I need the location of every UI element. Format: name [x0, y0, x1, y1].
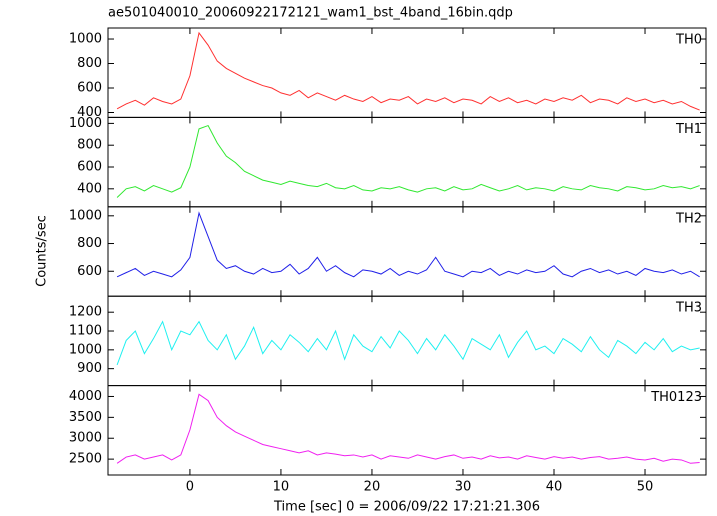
- panel-frame: [107, 116, 707, 208]
- panel-label: TH3: [675, 301, 702, 316]
- y-tick-label: 1000: [69, 208, 102, 223]
- light-curve: [116, 211, 700, 278]
- y-tick-label: 800: [77, 138, 102, 153]
- light-curve: [116, 124, 700, 198]
- y-tick-label: 800: [77, 56, 102, 71]
- y-tick-label: 1100: [69, 324, 102, 339]
- x-axis-label: Time [sec] 0 = 2006/09/22 17:21:21.306: [273, 500, 540, 515]
- y-tick-label: 1200: [69, 305, 102, 320]
- y-tick-label: 2500: [69, 452, 102, 467]
- panel-frame: [107, 295, 707, 387]
- y-tick-label: 400: [77, 105, 102, 120]
- y-tick-label: 1000: [69, 342, 102, 357]
- y-tick-label: 3000: [69, 431, 102, 446]
- y-tick-label: 600: [77, 264, 102, 279]
- panel-label: TH1: [675, 122, 702, 137]
- panel-label: TH0: [675, 33, 702, 48]
- y-tick-label: 1000: [69, 116, 102, 131]
- y-tick-label: 600: [77, 160, 102, 175]
- y-tick-label: 600: [77, 81, 102, 96]
- panel-label: TH0123: [650, 390, 702, 405]
- y-tick-label: 800: [77, 236, 102, 251]
- y-tick-label: 400: [77, 181, 102, 196]
- y-tick-label: 3500: [69, 410, 102, 425]
- light-curve: [116, 31, 700, 111]
- x-tick-label: 20: [364, 480, 381, 495]
- x-tick-label: 50: [637, 480, 654, 495]
- panel-frame: [107, 385, 707, 476]
- x-tick-label: 30: [455, 480, 472, 495]
- y-tick-label: 1000: [69, 32, 102, 47]
- chart-title: ae501040010_20060922172121_wam1_bst_4ban…: [108, 6, 513, 21]
- panel-label: TH2: [675, 211, 702, 226]
- light-curve: [116, 393, 700, 464]
- y-tick-label: 4000: [69, 389, 102, 404]
- light-curve: [116, 320, 700, 366]
- x-tick-label: 40: [546, 480, 563, 495]
- y-axis-label: Counts/sec: [35, 215, 50, 287]
- x-tick-label: 10: [273, 480, 290, 495]
- x-tick-label: 0: [186, 480, 194, 495]
- y-tick-label: 900: [77, 361, 102, 376]
